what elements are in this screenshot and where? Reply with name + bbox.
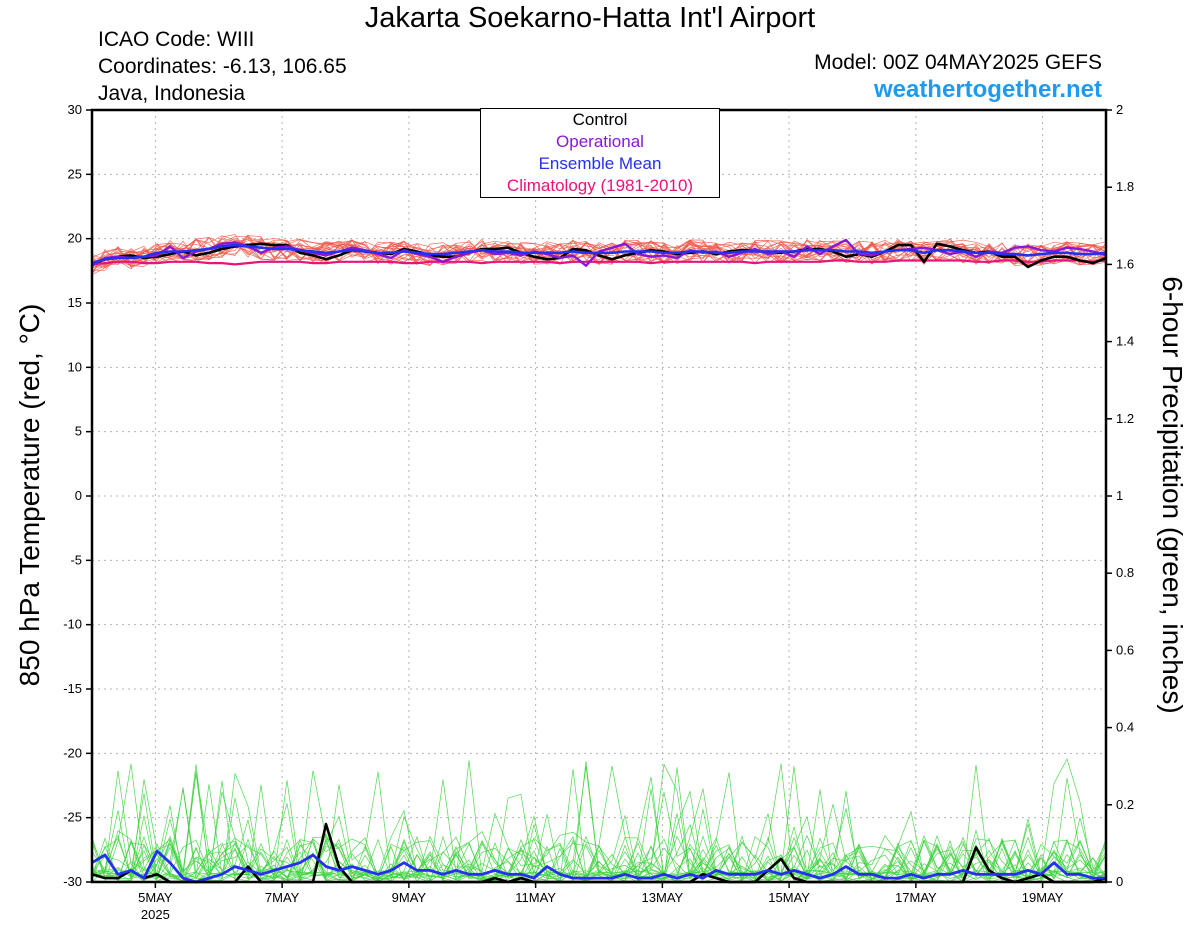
site-link[interactable]: weathertogether.net <box>873 76 1102 103</box>
x-tick-label: 17MAY <box>895 890 937 905</box>
y-right-tick-label: 0 <box>1116 874 1123 889</box>
x-tick-sublabel: 2025 <box>141 907 170 922</box>
y-right-tick-label: 1.8 <box>1116 179 1134 194</box>
coordinates: Coordinates: -6.13, 106.65 <box>98 55 347 78</box>
x-tick-label: 11MAY <box>515 890 556 905</box>
legend-control: Control <box>572 110 628 129</box>
y-right-tick-label: 1.4 <box>1116 334 1134 349</box>
legend: Control Operational Ensemble Mean Climat… <box>480 108 720 198</box>
y-right-tick-label: 0.2 <box>1116 797 1134 812</box>
y-right-tick-label: 1.6 <box>1116 256 1134 271</box>
region: Java, Indonesia <box>98 82 246 105</box>
legend-climatology: Climatology (1981-2010) <box>506 176 694 195</box>
precip-member-line <box>91 765 1107 883</box>
model-run: Model: 00Z 04MAY2025 GEFS <box>814 51 1102 74</box>
temp-member-line <box>91 238 1107 265</box>
series-line-climatology <box>91 259 1107 266</box>
y-left-tick-label: 10 <box>68 359 82 374</box>
y-right-tick-label: 1.2 <box>1116 411 1134 426</box>
y-left-tick-label: -5 <box>70 552 82 567</box>
chart-title: Jakarta Soekarno-Hatta Int'l Airport <box>364 2 816 34</box>
y-left-tick-label: -15 <box>63 681 82 696</box>
y-left-tick-label: 25 <box>68 166 82 181</box>
y-right-tick-label: 0.4 <box>1116 720 1134 735</box>
y-left-tick-label: 5 <box>75 424 82 439</box>
x-tick-label: 15MAY <box>768 890 810 905</box>
precip-member-line <box>91 789 1107 883</box>
y-left-tick-label: -30 <box>63 874 82 889</box>
precip-member-line <box>91 763 1107 882</box>
series-line-ensemble-mean-precip <box>91 849 1106 884</box>
y-right-tick-label: 0.8 <box>1116 565 1134 580</box>
y-left-tick-label: 20 <box>68 231 82 246</box>
y-left-tick-label: -20 <box>63 745 82 760</box>
series-line-ensemble-mean <box>91 243 1107 265</box>
legend-ensemble-mean: Ensemble Mean <box>538 154 662 173</box>
y-left-tick-label: 0 <box>75 488 82 503</box>
y-right-tick-label: 1 <box>1116 488 1123 503</box>
x-tick-label: 5MAY <box>138 890 173 905</box>
plot-frame <box>90 108 1108 884</box>
series-line-control <box>91 242 1107 269</box>
x-tick-label: 13MAY <box>642 890 684 905</box>
y-left-tick-label: 30 <box>68 102 82 117</box>
y-left-tick-label: 15 <box>68 295 82 310</box>
precip-member-line <box>91 760 1107 883</box>
y-left-tick-label: -25 <box>63 810 82 825</box>
x-tick-label: 9MAY <box>392 890 427 905</box>
x-tick-label: 19MAY <box>1022 890 1064 905</box>
y-right-tick-label: 0.6 <box>1116 642 1134 657</box>
x-tick-label: 7MAY <box>265 890 300 905</box>
y-left-tick-label: -10 <box>63 617 82 632</box>
legend-operational: Operational <box>556 132 644 151</box>
y-right-tick-label: 2 <box>1116 102 1123 117</box>
icao-code: ICAO Code: WIII <box>98 28 255 51</box>
